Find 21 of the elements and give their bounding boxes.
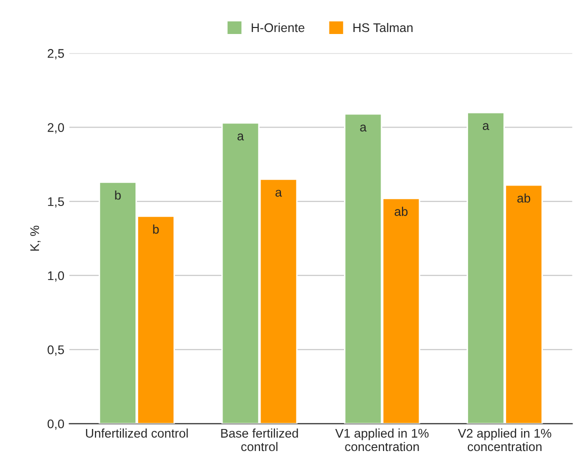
y-tick-label: 1,0 [48,271,64,282]
x-tick-label: V2 applied in 1% concentration [458,428,552,452]
y-tick-label: 0,5 [48,345,64,356]
y-axis-title: K, % [30,226,41,251]
y-tick-label: 0,0 [48,419,64,430]
annotation: ab [517,193,530,203]
annotation: a [276,190,282,197]
y-tick-label: 2,0 [48,123,64,134]
annotation: b [153,224,159,234]
legend-label: H-Oriente [252,22,304,32]
annotation: a [360,124,367,132]
annotation: a [482,123,490,130]
x-tick-label: V1 applied in 1% concentration [335,428,429,452]
x-tick-label: Base fertilized control [221,428,298,452]
annotation: b [115,190,121,200]
x-tick-label: Unfertilized control [86,428,188,438]
annotation: ab [394,206,408,216]
y-tick-label: 2,5 [48,49,64,60]
annotation: a [238,134,244,140]
y-tick-label: 1,5 [48,197,64,208]
legend-label: HS Talman [353,22,413,32]
